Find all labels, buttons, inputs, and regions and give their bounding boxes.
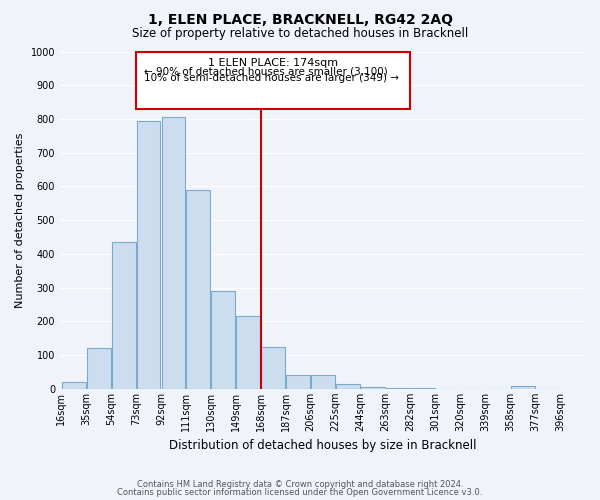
Bar [112,242,136,389]
Bar [361,387,385,389]
Text: ← 90% of detached houses are smaller (3,100): ← 90% of detached houses are smaller (3,… [144,66,388,76]
Bar [236,316,260,389]
FancyBboxPatch shape [136,52,410,109]
Text: 1 ELEN PLACE: 174sqm: 1 ELEN PLACE: 174sqm [208,58,338,68]
Bar [311,376,335,389]
Bar [511,386,535,389]
Bar [286,376,310,389]
Bar [336,384,360,389]
Y-axis label: Number of detached properties: Number of detached properties [15,132,25,308]
Bar [161,118,185,389]
Bar [261,346,285,389]
Bar [137,120,160,389]
Bar [86,348,110,389]
Bar [386,388,410,389]
Bar [211,291,235,389]
Text: Size of property relative to detached houses in Bracknell: Size of property relative to detached ho… [132,28,468,40]
Text: 1, ELEN PLACE, BRACKNELL, RG42 2AQ: 1, ELEN PLACE, BRACKNELL, RG42 2AQ [148,12,452,26]
Text: 10% of semi-detached houses are larger (349) →: 10% of semi-detached houses are larger (… [144,74,399,84]
Bar [62,382,86,389]
X-axis label: Distribution of detached houses by size in Bracknell: Distribution of detached houses by size … [169,440,476,452]
Bar [187,190,211,389]
Bar [411,388,435,389]
Text: Contains HM Land Registry data © Crown copyright and database right 2024.: Contains HM Land Registry data © Crown c… [137,480,463,489]
Text: Contains public sector information licensed under the Open Government Licence v3: Contains public sector information licen… [118,488,482,497]
